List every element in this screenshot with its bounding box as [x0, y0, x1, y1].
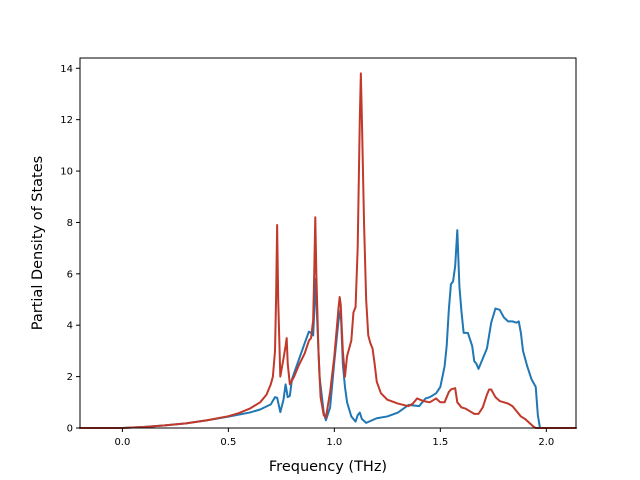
y-tick-label: 8 [67, 218, 73, 229]
plot-background [80, 58, 576, 428]
x-tick-label: 0.5 [220, 437, 236, 448]
y-tick-label: 2 [67, 372, 73, 383]
x-tick-label: 2.0 [538, 437, 554, 448]
y-axis: 0 2 4 6 8 10 12 14 [60, 64, 80, 435]
series-line-1 [79, 229, 577, 429]
y-tick-label: 10 [60, 167, 73, 178]
y-tick-label: 14 [60, 64, 73, 75]
plot-frame [79, 57, 577, 429]
y-tick-label: 4 [67, 321, 73, 332]
x-tick-label: 1.5 [432, 437, 448, 448]
x-axis-label: Frequency (THz) [269, 459, 387, 475]
x-tick-label: 0.0 [114, 437, 130, 448]
y-tick-label: 0 [67, 424, 73, 435]
x-tick-label: 1.0 [326, 437, 342, 448]
x-axis: 0.0 0.5 1.0 1.5 2.0 [114, 428, 554, 448]
series-line-2 [79, 72, 577, 429]
y-axis-label: Partial Density of States [30, 156, 46, 330]
series-layer [79, 72, 577, 429]
y-tick-label: 12 [60, 115, 73, 126]
y-tick-label: 6 [67, 269, 73, 280]
